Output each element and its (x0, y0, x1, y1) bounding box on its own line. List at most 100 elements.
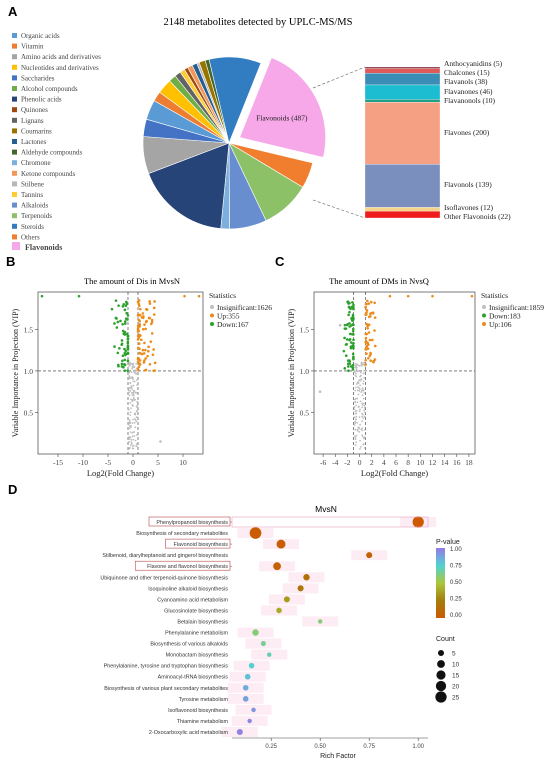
x-tick-label: 0.75 (363, 744, 375, 750)
point-insignificant (354, 444, 357, 447)
legend-title: Statistics (209, 291, 236, 300)
point-up (365, 308, 369, 312)
point-down (351, 327, 355, 331)
point-down (352, 357, 355, 361)
pie-slice-phenolic-acids (148, 142, 230, 229)
point-insignificant (356, 389, 359, 392)
point-insignificant (354, 412, 357, 415)
point-insignificant (362, 413, 364, 416)
count-legend-label: 5 (452, 651, 456, 658)
point-up (369, 351, 372, 355)
point-insignificant (354, 410, 357, 413)
point-insignificant (355, 365, 357, 368)
point-insignificant (129, 361, 131, 364)
x-tick-label: 10 (179, 458, 187, 467)
bubble-phenylpropanoid-biosynthesis (412, 516, 424, 528)
legend-label-others: Others (21, 233, 40, 241)
panel-a-label: A (8, 4, 18, 19)
point-down (77, 294, 81, 298)
x-axis-title: Rich Factor (320, 753, 356, 760)
point-insignificant (132, 392, 135, 395)
point-insignificant (356, 401, 359, 404)
point-insignificant (127, 408, 130, 411)
zoom-line-bottom (312, 199, 366, 219)
legend-swatch-others (12, 234, 17, 240)
point-down (121, 359, 124, 363)
point-insignificant (136, 384, 138, 387)
x-tick-label: 1.00 (412, 744, 424, 750)
x-tick-label: 0 (358, 458, 362, 467)
point-down (125, 302, 129, 306)
point-down (347, 369, 350, 373)
count-legend-label: 25 (452, 695, 460, 702)
point-insignificant (131, 378, 134, 381)
point-up (366, 326, 369, 330)
point-up (367, 323, 371, 326)
legend-swatch-lignans (12, 117, 17, 123)
legend-label-up: Up:355 (217, 312, 240, 321)
point-insignificant (355, 372, 357, 375)
point-insignificant (358, 364, 360, 367)
point-insignificant (353, 371, 356, 374)
point-up (141, 316, 145, 320)
point-insignificant (356, 421, 358, 424)
point-up (148, 316, 152, 320)
point-insignificant (357, 406, 360, 409)
y-tick-label: 0.5 (300, 408, 310, 417)
point-insignificant (363, 369, 366, 372)
point-insignificant (355, 418, 358, 421)
point-insignificant (131, 422, 134, 424)
legend-marker-insig (210, 305, 214, 309)
flavonoid-zoom-lines (312, 66, 366, 219)
point-down (348, 359, 351, 362)
point-insignificant (362, 417, 364, 419)
point-down (120, 343, 123, 347)
pathway-label: Biosynthesis of various alkaloids (150, 642, 228, 648)
point-insignificant (361, 402, 363, 405)
point-insignificant (128, 365, 131, 367)
bubble-monobactam-biosynthesis (266, 652, 272, 657)
pie-slice-label: Flavonoids (487) (256, 114, 308, 123)
count-legend-marker (436, 670, 446, 680)
point-down (351, 301, 354, 304)
pathway-label: Stilbenoid, diarylheptanoid and gingerol… (102, 553, 228, 559)
point-down (348, 310, 351, 314)
flavonoid-breakdown-bar: Anthocyanidins (5)Chalcones (15)Flavanol… (364, 59, 511, 221)
legend-swatch-coumarins (12, 128, 17, 134)
x-tick-label: 12 (429, 458, 437, 467)
point-insignificant (361, 435, 364, 438)
point-down (352, 342, 355, 345)
x-tick-label: -15 (53, 458, 63, 467)
point-down (114, 299, 118, 302)
point-insignificant (136, 400, 139, 403)
legend-label-ketone-compounds: Ketone compounds (21, 170, 76, 178)
point-up (144, 348, 147, 352)
point-insignificant (130, 385, 133, 387)
point-down (119, 319, 122, 323)
point-down (348, 325, 351, 328)
point-up (136, 327, 140, 330)
point-up (145, 319, 148, 323)
pathway-label: Isoflavonoid biosynthesis (168, 708, 228, 714)
point-up (137, 365, 141, 369)
point-down (348, 332, 352, 336)
point-insignificant (135, 379, 138, 382)
bubble-glucosinolate-biosynthesis (276, 607, 282, 614)
point-insignificant (134, 369, 137, 372)
point-up (368, 338, 372, 342)
point-down (123, 369, 127, 372)
enrichment-title: MvsN (315, 504, 337, 514)
point-up (153, 369, 157, 372)
point-insignificant (363, 429, 366, 431)
x-tick-label: -6 (320, 458, 326, 467)
point-up (137, 299, 141, 302)
point-down (121, 322, 124, 326)
breakdown-label: Anthocyanidins (5) (444, 59, 503, 68)
point-insignificant (358, 390, 361, 392)
point-down (120, 362, 124, 366)
x-tick-label: 16 (453, 458, 461, 467)
point-insignificant (363, 437, 365, 440)
pathway-label: Biosynthesis of various plant secondary … (104, 686, 228, 692)
point-insignificant (133, 366, 136, 369)
point-insignificant (129, 411, 132, 414)
